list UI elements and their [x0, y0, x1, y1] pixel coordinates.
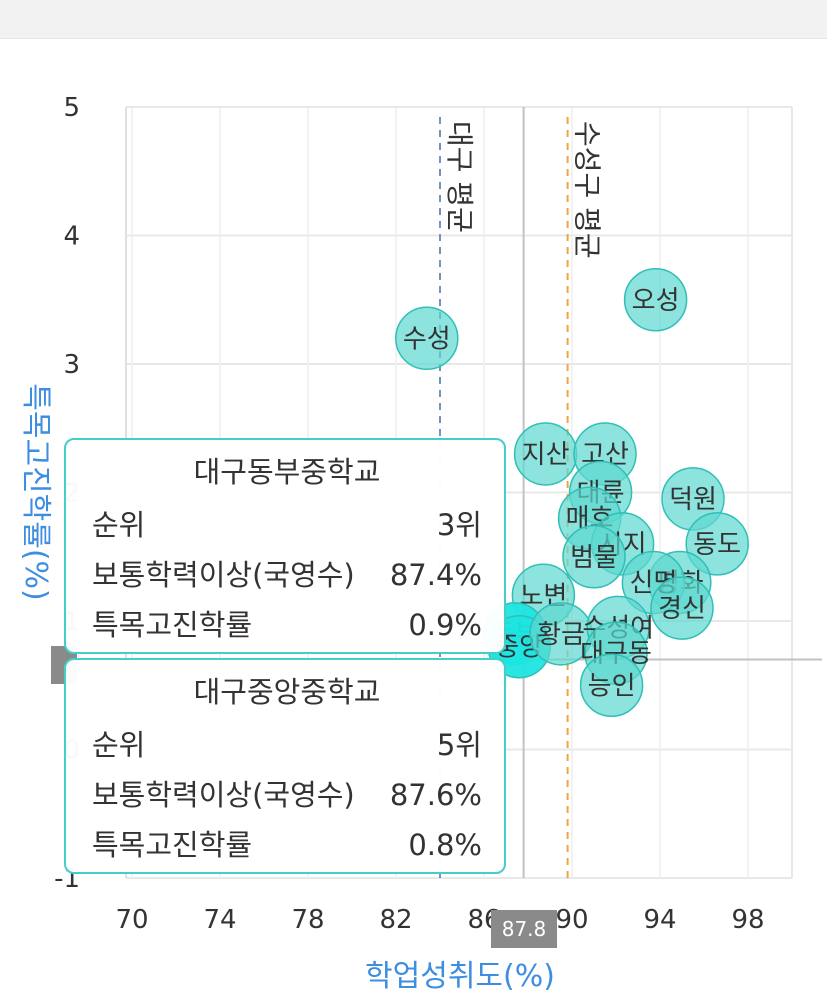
bubble [395, 306, 459, 371]
rank-label: 순위 [92, 508, 146, 542]
reference-line-label: 대구 평균 [443, 121, 476, 233]
x-tick-label: 74 [203, 905, 236, 935]
x-tick-label: 94 [643, 905, 676, 935]
x-tick-label: 98 [731, 905, 764, 935]
bubble-label: 수성 [403, 324, 451, 354]
rate-label: 특목고진학률 [92, 608, 253, 642]
achievement-label: 보통학력이상(국영수) [92, 558, 355, 592]
bubble-label: 오성 [632, 286, 680, 316]
bubble-label: 경신 [658, 594, 706, 624]
point-덕원: 덕원 [661, 467, 725, 531]
bubble-label: 능인 [588, 671, 636, 701]
reference-line-label: 수성구 평균 [571, 121, 604, 259]
bubble-label: 황금 [537, 620, 585, 650]
bubble-label: 동도 [693, 530, 741, 560]
point-범물: 범물 [562, 525, 626, 589]
point-동도: 동도 [685, 512, 749, 576]
point-지산: 지산 [513, 422, 578, 486]
rate-value: 0.9% [408, 608, 482, 642]
point-능인: 능인 [579, 653, 644, 717]
bubble-label: 덕원 [669, 485, 717, 515]
bubble [623, 268, 688, 332]
bubble-label: 범물 [570, 543, 618, 573]
point-오성: 오성 [623, 268, 688, 332]
tooltip-jungang: 대구중앙중학교 순위 5위 보통학력이상(국영수) 87.6% 특목고진학률 0.8% [64, 658, 506, 874]
y-tick-label: 5 [63, 93, 80, 123]
rank-label: 순위 [92, 728, 146, 762]
bubble [685, 512, 749, 576]
y-axis-title: 특목고진학률(%) [18, 383, 53, 601]
rate-value: 0.8% [408, 828, 482, 862]
x-tick-label: 70 [115, 905, 148, 935]
top-bar [0, 0, 827, 39]
x-tick-label: 90 [555, 905, 588, 935]
achievement-value: 87.6% [389, 778, 482, 812]
tooltip-title: 대구동부중학교 [193, 455, 381, 489]
bubble [579, 653, 644, 717]
x-tick-label: 82 [379, 905, 412, 935]
x-cursor-label: 87.8 [491, 910, 557, 948]
achievement-label: 보통학력이상(국영수) [92, 778, 355, 812]
achievement-value: 87.4% [389, 558, 482, 592]
point-경신: 경신 [650, 576, 714, 640]
tooltip-dongbu: 대구동부중학교 순위 3위 보통학력이상(국영수) 87.4% 특목고진학률 0.9% [64, 438, 506, 654]
x-axis-title: 학업성취도(%) [365, 959, 555, 994]
rank-value: 5위 [436, 728, 482, 762]
y-tick-label: 4 [63, 222, 80, 252]
rank-value: 3위 [436, 508, 482, 542]
rate-label: 특목고진학률 [92, 828, 253, 862]
bubble [650, 576, 714, 640]
x-tick-label: 78 [291, 905, 324, 935]
point-수성: 수성 [395, 306, 459, 371]
point-황금: 황금 [529, 602, 593, 666]
tooltip-title: 대구중앙중학교 [193, 675, 381, 709]
bubble [562, 525, 626, 589]
bubble-label: 지산 [522, 440, 570, 470]
y-tick-label: 3 [63, 350, 80, 380]
